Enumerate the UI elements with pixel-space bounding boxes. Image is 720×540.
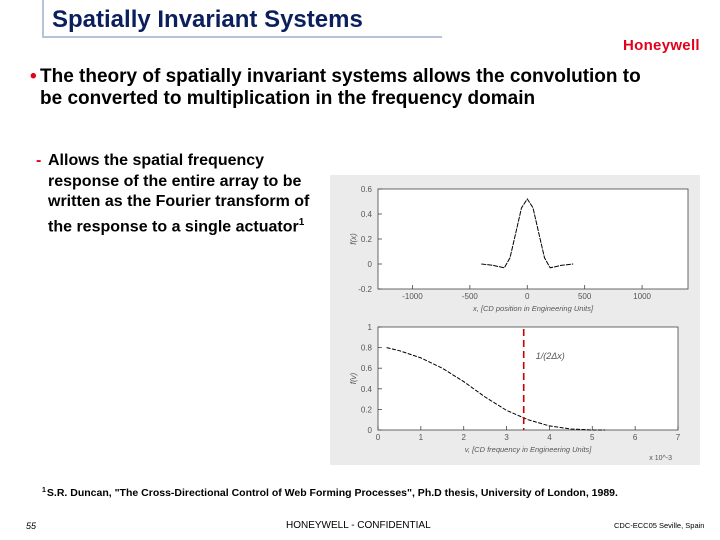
y-tick-label: 0.4 [361,385,373,394]
bullet-dot-icon: • [30,66,37,87]
x-tick-label: 2 [461,433,466,442]
footnote-marker: 1 [42,487,46,494]
sub-bullet-footnote-ref: 1 [298,216,305,228]
y-tick-label: 0.6 [361,364,373,373]
confidential-label: HONEYWELL - CONFIDENTIAL [286,520,431,531]
main-bullet-text: The theory of spatially invariant system… [40,66,641,109]
x-tick-label: 5 [590,433,595,442]
sub-bullet-dash-icon: - [36,152,42,169]
x-tick-label: 3 [504,433,509,442]
sub-bullet: - Allows the spatial frequency response … [36,151,321,237]
x-tick-label: 6 [633,433,638,442]
x-axis-label: v, [CD frequency in Engineering Units] [465,445,593,454]
x-tick-label: -500 [462,292,479,301]
series-line-0-0 [481,198,574,269]
y-tick-label: 0.2 [361,405,373,414]
slide-title: Spatially Invariant Systems [52,6,363,33]
y-axis-label: f(v) [349,372,358,384]
sub-bullet-text-wrap: Allows the spatial frequency response of… [36,151,321,237]
x-tick-label: 1 [419,433,424,442]
x-tick-label: 1000 [633,292,651,301]
venue-label: CDC-ECC05 Seville, Spain [614,521,705,530]
cutoff-annotation: 1/(2Δx) [536,351,565,361]
y-tick-label: 0.6 [361,185,373,194]
footnote-text: S.R. Duncan, "The Cross-Directional Cont… [46,487,618,499]
x-tick-label: 4 [547,433,552,442]
y-tick-label: -0.2 [358,285,372,294]
y-tick-label: 0.8 [361,344,373,353]
sub-bullet-text: Allows the spatial frequency response of… [48,152,310,235]
page-number: 55 [26,521,37,531]
y-axis-label: f(x) [349,233,358,245]
y-tick-label: 0 [368,426,373,435]
title-underline [42,36,442,38]
x-tick-label: 0 [376,433,381,442]
plot-frame-1 [377,326,679,431]
x-tick-label: 500 [578,292,592,301]
y-tick-label: 0 [368,260,373,269]
x-multiplier-label: x 10^-3 [649,455,672,462]
honeywell-logo: Honeywell [623,37,700,54]
y-tick-label: 0.2 [361,235,373,244]
y-tick-label: 1 [368,323,373,332]
y-tick-label: 0.4 [361,210,373,219]
plot-frame-0 [377,188,689,290]
x-tick-label: 0 [525,292,530,301]
x-tick-label: -1000 [402,292,423,301]
x-axis-label: x, [CD position in Engineering Units] [472,304,594,313]
x-tick-label: 7 [676,433,681,442]
title-vertical-rule [42,0,44,38]
series-line-1-0 [386,347,606,431]
main-bullet: • The theory of spatially invariant syst… [30,66,650,110]
plots-figure: 0.6 0.4 0.2 0 -0.2 -1000 -500 0 500 1000 x, [CD po… [330,175,700,465]
footnote: 1S.R. Duncan, "The Cross-Directional Con… [42,487,618,499]
